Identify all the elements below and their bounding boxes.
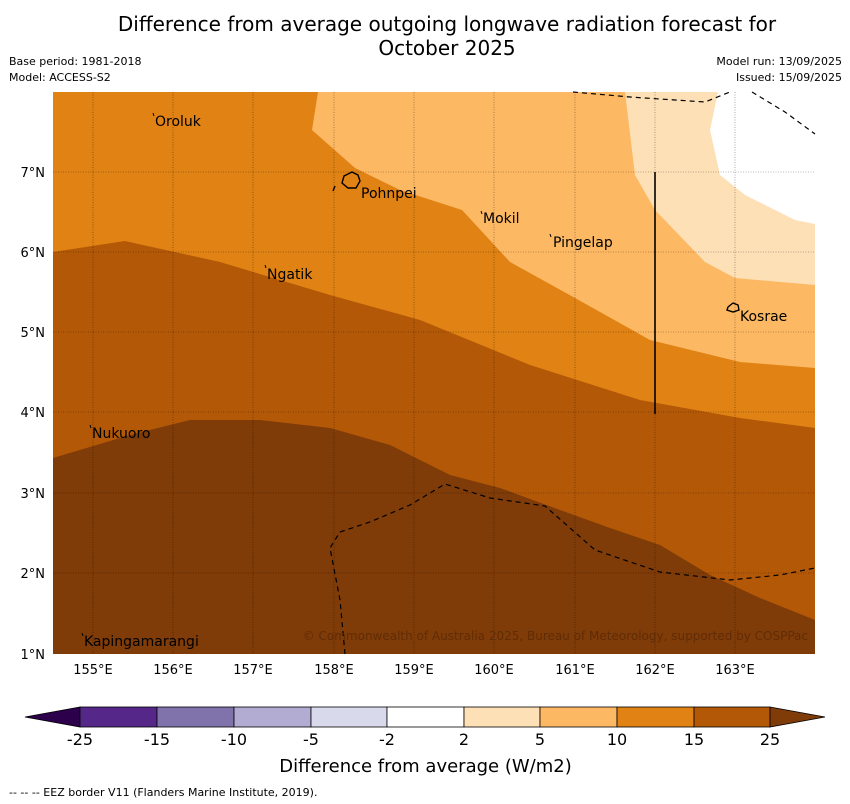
colorbar-tick: -25 — [66, 730, 94, 749]
issued-date: Issued: 15/09/2025 — [735, 71, 842, 84]
colorbar-segment — [693, 706, 771, 728]
colorbar-segment — [463, 706, 541, 728]
colorbar-tick: 25 — [759, 730, 781, 749]
eez-borders — [329, 91, 816, 655]
place-label: Kapingamarangi — [84, 634, 199, 650]
graticule — [53, 92, 815, 654]
copyright-text: © Commonwealth of Australia 2025, Bureau… — [303, 629, 808, 643]
ant-atoll-mark — [332, 185, 336, 192]
place-label: Nukuoro — [92, 426, 150, 442]
colorbar-title: Difference from average (W/m2) — [279, 756, 572, 777]
place-label: Kosrae — [740, 309, 787, 325]
place-labels: Oroluk Pohnpei Mokil Pingelap Ngatik Kos… — [84, 114, 787, 650]
colorbar-segment — [79, 706, 158, 728]
lon-tick: 161°E — [555, 663, 595, 678]
place-label: Oroluk — [155, 114, 202, 130]
lat-tick: 4°N — [21, 406, 46, 421]
lon-tick: 159°E — [394, 663, 434, 678]
lat-tick-labels: 1°N 2°N 3°N 4°N 5°N 6°N 7°N — [21, 166, 46, 663]
lon-tick: 156°E — [153, 663, 193, 678]
colorbar-tick: 2 — [458, 730, 470, 749]
eez-border-south — [329, 483, 816, 655]
lat-tick: 6°N — [21, 246, 46, 261]
colorbar-tick: -10 — [220, 730, 248, 749]
colorbar-tick: 5 — [534, 730, 546, 749]
islands — [332, 171, 740, 313]
meta-right: Model run: 13/09/2025 Issued: 15/09/2025 — [716, 54, 842, 86]
kosrae-island-icon — [726, 302, 740, 313]
colorbar-tick: -2 — [379, 730, 395, 749]
place-dots — [81, 112, 552, 637]
colorbar-segment — [233, 706, 312, 728]
lon-tick: 155°E — [73, 663, 113, 678]
region-neutral — [710, 92, 815, 224]
base-period: Base period: 1981-2018 — [9, 55, 142, 68]
pohnpei-island-icon — [341, 171, 361, 189]
eez-footnote: -- -- -- EEZ border V11 (Flanders Marine… — [9, 786, 318, 799]
lon-tick: 163°E — [715, 663, 755, 678]
colorbar-extend-high — [769, 706, 826, 728]
lon-tick-labels: 155°E 156°E 157°E 158°E 159°E 160°E 161°… — [73, 663, 755, 678]
lat-tick: 5°N — [21, 326, 46, 341]
place-label: Pingelap — [553, 235, 613, 251]
colorbar-segment — [310, 706, 388, 728]
model-run: Model run: 13/09/2025 — [716, 55, 842, 68]
place-label: Ngatik — [267, 267, 313, 283]
colorbar-segment — [616, 706, 695, 728]
meta-left: Base period: 1981-2018 Model: ACCESS-S2 — [9, 54, 141, 86]
lon-tick: 157°E — [233, 663, 273, 678]
eez-border-top — [572, 91, 731, 103]
lon-tick: 160°E — [474, 663, 514, 678]
lon-tick: 162°E — [635, 663, 675, 678]
colorbar-segment — [156, 706, 235, 728]
model-name: Model: ACCESS-S2 — [9, 71, 111, 84]
lat-tick: 2°N — [21, 567, 46, 582]
contour-fills — [53, 92, 815, 654]
colorbar — [24, 706, 826, 728]
lat-tick: 7°N — [21, 166, 46, 181]
lat-tick: 3°N — [21, 487, 46, 502]
colorbar-tick: -5 — [303, 730, 319, 749]
colorbar-segment — [386, 706, 465, 728]
lon-tick: 158°E — [314, 663, 354, 678]
colorbar-tick: -15 — [143, 730, 171, 749]
colorbar-segment — [539, 706, 618, 728]
region-gt25 — [53, 420, 815, 654]
place-label: Pohnpei — [361, 186, 417, 202]
chart-title: Difference from average outgoing longwav… — [0, 12, 850, 60]
place-label: Mokil — [483, 211, 520, 227]
colorbar-tick: 10 — [606, 730, 628, 749]
colorbar-tick: 15 — [683, 730, 705, 749]
title-line-1: Difference from average outgoing longwav… — [117, 12, 777, 36]
lat-tick: 1°N — [21, 648, 46, 663]
title-line-2: October 2025 — [378, 36, 516, 60]
eez-border-top-right — [751, 91, 816, 135]
colorbar-extend-low — [24, 706, 81, 728]
